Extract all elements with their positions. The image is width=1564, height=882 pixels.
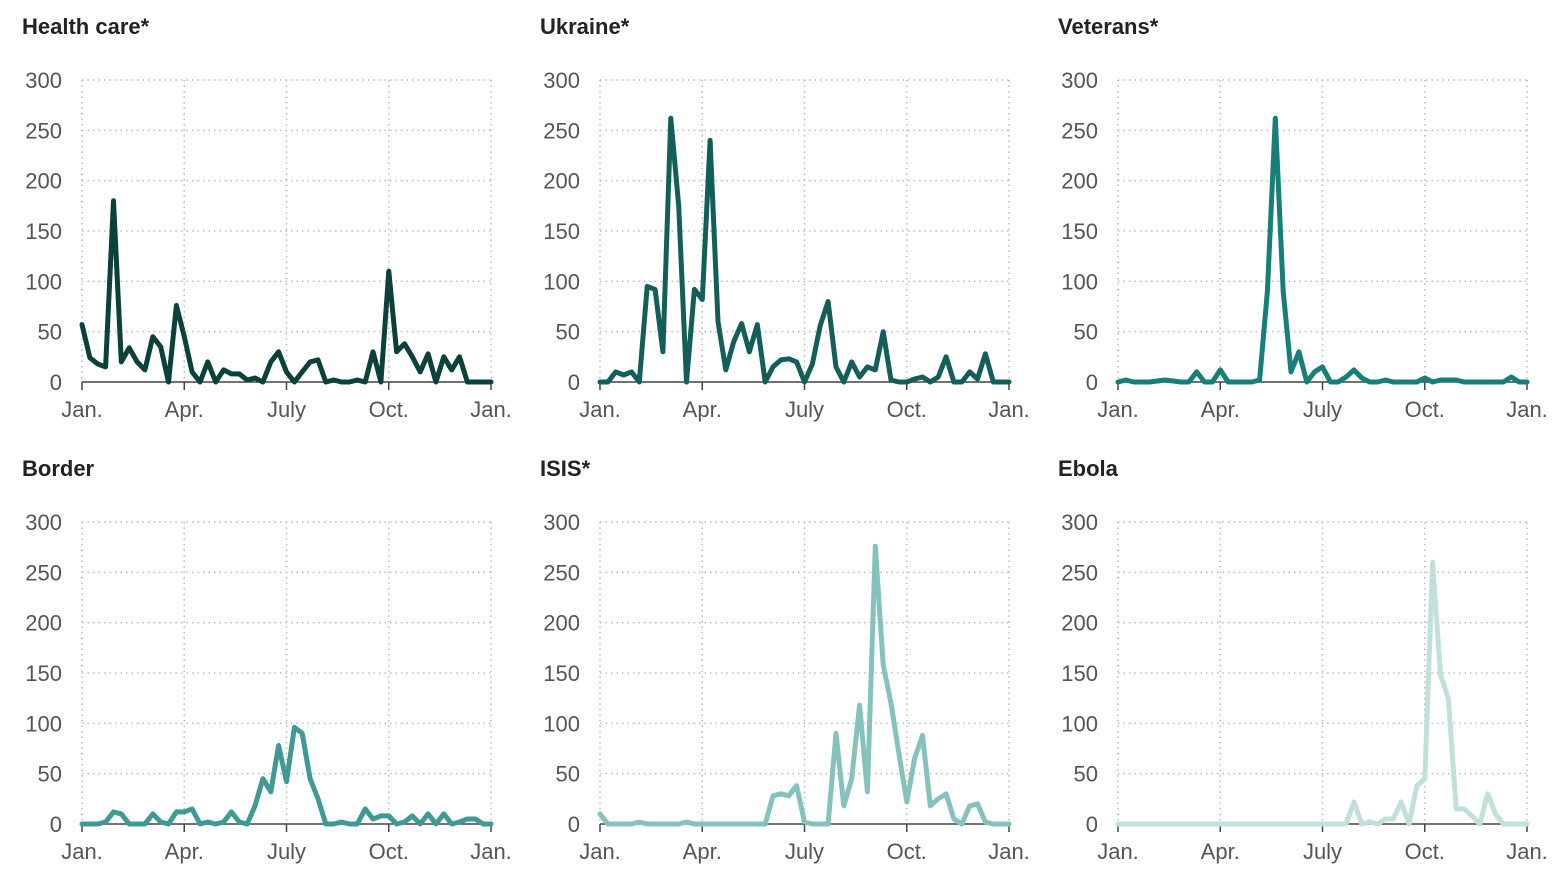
y-tick-label: 50 [556, 320, 580, 345]
y-tick-label: 250 [1061, 560, 1098, 585]
y-tick-label: 50 [38, 762, 62, 787]
y-tick-label: 300 [543, 510, 580, 535]
series-line [79, 198, 494, 385]
chart-title: Ebola [1058, 456, 1118, 481]
chart-panel-ukraine: Ukraine* 0 50 100 150 200 250 300 Jan. Apr. July O… [540, 0, 1040, 440]
y-tick-label: 150 [543, 661, 580, 686]
chart-title: Border [22, 456, 95, 481]
line-chart-ebola: 0 50 100 150 200 250 300 Jan. Apr. July Oct. Jan. [1061, 510, 1548, 864]
line-chart-isis: 0 50 100 150 200 250 300 Jan. Apr. July Oct. Jan. [543, 510, 1030, 864]
y-tick-label: 300 [1061, 68, 1098, 93]
chart-panel-isis: ISIS* 0 50 100 150 200 250 300 Jan. Apr. July Oct.… [540, 442, 1040, 882]
y-tick-label: 250 [25, 118, 62, 143]
y-tick-label: 150 [1061, 219, 1098, 244]
x-tick-label: Jan. [1097, 839, 1139, 864]
line-chart-health-care: 0 50 100 150 200 250 300 Jan. Apr. July Oct. Jan. [25, 68, 512, 422]
y-tick-label: 50 [556, 762, 580, 787]
y-tick-label: 300 [25, 510, 62, 535]
y-tick-label: 100 [25, 711, 62, 736]
y-tick-label: 200 [25, 169, 62, 194]
y-tick-label: 50 [38, 320, 62, 345]
y-tick-label: 0 [1086, 812, 1098, 837]
x-tick-label: Apr. [683, 839, 722, 864]
y-tick-label: 150 [543, 219, 580, 244]
y-tick-label: 50 [1074, 762, 1098, 787]
y-tick-label: 250 [1061, 118, 1098, 143]
y-tick-label: 200 [1061, 611, 1098, 636]
line-chart-ukraine: 0 50 100 150 200 250 300 Jan. Apr. July Oct. Jan. [543, 68, 1030, 422]
y-tick-label: 200 [1061, 169, 1098, 194]
x-tick-label: Oct. [887, 397, 927, 422]
y-tick-label: 100 [25, 269, 62, 294]
x-tick-label: Apr. [165, 839, 204, 864]
y-tick-label: 100 [543, 711, 580, 736]
x-tick-label: Oct. [1405, 397, 1445, 422]
chart-panel-ebola: Ebola 0 50 100 150 200 250 300 Jan. Apr. July Oct.… [1058, 442, 1558, 882]
y-tick-label: 300 [543, 68, 580, 93]
x-tick-label: Oct. [1405, 839, 1445, 864]
y-tick-label: 200 [25, 611, 62, 636]
x-tick-label: Jan. [1506, 839, 1548, 864]
x-tick-label: July [785, 839, 824, 864]
y-tick-label: 150 [25, 661, 62, 686]
chart-title: ISIS* [540, 456, 591, 481]
x-tick-label: Jan. [61, 839, 103, 864]
y-tick-label: 0 [568, 370, 580, 395]
chart-title: Ukraine* [540, 14, 630, 39]
chart-panel-veterans: Veterans* 0 50 100 150 200 250 300 Jan. Apr. July… [1058, 0, 1558, 440]
y-tick-label: 150 [1061, 661, 1098, 686]
y-tick-label: 50 [1074, 320, 1098, 345]
x-tick-label: Apr. [165, 397, 204, 422]
y-tick-label: 0 [568, 812, 580, 837]
series-line [597, 115, 1012, 385]
chart-panel-border: Border 0 50 100 150 200 250 300 Jan. Apr. July Oct… [22, 442, 522, 882]
line-chart-border: 0 50 100 150 200 250 300 Jan. Apr. July Oct. Jan. [25, 510, 512, 864]
y-tick-label: 250 [543, 560, 580, 585]
chart-title: Health care* [22, 14, 150, 39]
x-tick-label: Jan. [470, 839, 512, 864]
y-tick-label: 300 [25, 68, 62, 93]
x-tick-label: Apr. [683, 397, 722, 422]
y-tick-label: 200 [543, 169, 580, 194]
y-tick-label: 0 [1086, 370, 1098, 395]
y-tick-label: 0 [50, 370, 62, 395]
x-tick-label: Apr. [1201, 839, 1240, 864]
series-line [79, 724, 494, 827]
y-tick-label: 100 [1061, 711, 1098, 736]
x-tick-label: Jan. [988, 397, 1030, 422]
y-tick-label: 100 [1061, 269, 1098, 294]
y-tick-label: 150 [25, 219, 62, 244]
x-tick-label: Apr. [1201, 397, 1240, 422]
x-tick-label: Oct. [887, 839, 927, 864]
x-tick-label: July [785, 397, 824, 422]
x-tick-label: Oct. [369, 397, 409, 422]
x-tick-label: Jan. [988, 839, 1030, 864]
x-tick-label: Jan. [1506, 397, 1548, 422]
series-line [1115, 559, 1530, 827]
x-tick-label: July [267, 397, 306, 422]
x-tick-label: Jan. [579, 839, 621, 864]
y-tick-label: 300 [1061, 510, 1098, 535]
y-tick-label: 250 [25, 560, 62, 585]
series-line [1115, 115, 1530, 385]
chart-panel-health-care: Health care* 0 50 100 150 200 250 300 Jan. Apr. J… [22, 0, 522, 440]
x-tick-label: July [1303, 397, 1342, 422]
x-tick-label: Jan. [470, 397, 512, 422]
y-tick-label: 250 [543, 118, 580, 143]
x-tick-label: July [1303, 839, 1342, 864]
series-line [597, 543, 1012, 827]
y-tick-label: 0 [50, 812, 62, 837]
line-chart-veterans: 0 50 100 150 200 250 300 Jan. Apr. July Oct. Jan. [1061, 68, 1548, 422]
x-tick-label: July [267, 839, 306, 864]
chart-title: Veterans* [1058, 14, 1159, 39]
x-tick-label: Jan. [579, 397, 621, 422]
y-tick-label: 100 [543, 269, 580, 294]
x-tick-label: Jan. [1097, 397, 1139, 422]
x-tick-label: Jan. [61, 397, 103, 422]
x-tick-label: Oct. [369, 839, 409, 864]
y-tick-label: 200 [543, 611, 580, 636]
